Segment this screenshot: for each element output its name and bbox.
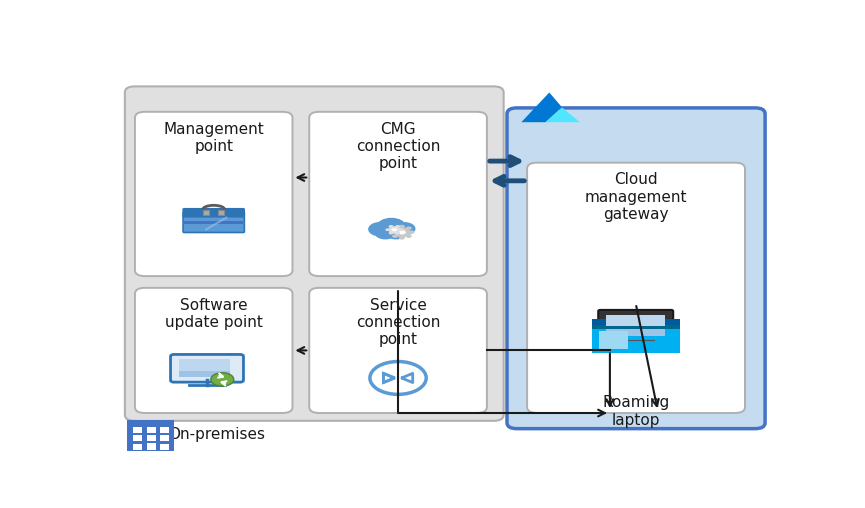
- FancyBboxPatch shape: [135, 288, 292, 413]
- Text: On-premises: On-premises: [169, 427, 266, 441]
- FancyBboxPatch shape: [160, 444, 169, 450]
- FancyBboxPatch shape: [593, 320, 680, 325]
- Circle shape: [399, 236, 405, 240]
- FancyBboxPatch shape: [184, 221, 243, 224]
- Text: Cloud
management
gateway: Cloud management gateway: [585, 172, 688, 222]
- FancyBboxPatch shape: [599, 331, 628, 348]
- Circle shape: [388, 226, 400, 233]
- FancyBboxPatch shape: [183, 209, 244, 217]
- FancyBboxPatch shape: [127, 420, 174, 451]
- FancyBboxPatch shape: [593, 325, 680, 353]
- Circle shape: [368, 222, 394, 237]
- FancyBboxPatch shape: [133, 444, 142, 450]
- Circle shape: [385, 228, 390, 231]
- FancyBboxPatch shape: [527, 163, 745, 413]
- Circle shape: [388, 225, 394, 228]
- FancyBboxPatch shape: [310, 288, 487, 413]
- Polygon shape: [546, 107, 580, 122]
- Polygon shape: [522, 92, 562, 122]
- FancyBboxPatch shape: [183, 212, 244, 233]
- Circle shape: [393, 222, 415, 235]
- Circle shape: [398, 230, 406, 235]
- Circle shape: [377, 218, 406, 235]
- FancyBboxPatch shape: [218, 210, 224, 214]
- FancyBboxPatch shape: [160, 427, 169, 433]
- FancyBboxPatch shape: [160, 435, 169, 441]
- FancyBboxPatch shape: [593, 325, 680, 329]
- FancyBboxPatch shape: [179, 359, 230, 377]
- Circle shape: [408, 231, 414, 234]
- FancyBboxPatch shape: [606, 314, 665, 327]
- FancyBboxPatch shape: [593, 320, 680, 353]
- Circle shape: [385, 227, 407, 239]
- FancyBboxPatch shape: [135, 112, 292, 276]
- Text: Service
connection
point: Service connection point: [356, 298, 440, 347]
- Circle shape: [395, 232, 400, 235]
- FancyBboxPatch shape: [507, 108, 766, 429]
- Circle shape: [399, 228, 403, 231]
- Circle shape: [392, 227, 398, 230]
- Circle shape: [388, 232, 394, 235]
- Circle shape: [395, 225, 400, 228]
- FancyBboxPatch shape: [147, 435, 156, 441]
- FancyBboxPatch shape: [125, 86, 503, 421]
- FancyBboxPatch shape: [203, 210, 209, 214]
- Circle shape: [394, 227, 410, 237]
- FancyBboxPatch shape: [133, 427, 142, 433]
- FancyBboxPatch shape: [170, 355, 243, 382]
- Circle shape: [392, 228, 397, 231]
- Text: Software
update point: Software update point: [164, 298, 263, 330]
- FancyBboxPatch shape: [147, 442, 156, 450]
- Text: CMG
connection
point: CMG connection point: [356, 121, 440, 171]
- FancyBboxPatch shape: [599, 310, 673, 340]
- Text: Roaming
laptop: Roaming laptop: [602, 395, 670, 428]
- FancyBboxPatch shape: [147, 427, 156, 433]
- Circle shape: [389, 231, 395, 234]
- FancyBboxPatch shape: [179, 359, 230, 370]
- FancyBboxPatch shape: [310, 112, 487, 276]
- FancyBboxPatch shape: [133, 435, 142, 441]
- Circle shape: [406, 227, 412, 230]
- FancyBboxPatch shape: [593, 337, 678, 344]
- FancyBboxPatch shape: [606, 314, 665, 336]
- Circle shape: [399, 225, 405, 228]
- Circle shape: [375, 227, 396, 239]
- Circle shape: [211, 373, 234, 386]
- Text: Management
point: Management point: [163, 121, 264, 154]
- Circle shape: [406, 234, 412, 238]
- Circle shape: [392, 234, 398, 238]
